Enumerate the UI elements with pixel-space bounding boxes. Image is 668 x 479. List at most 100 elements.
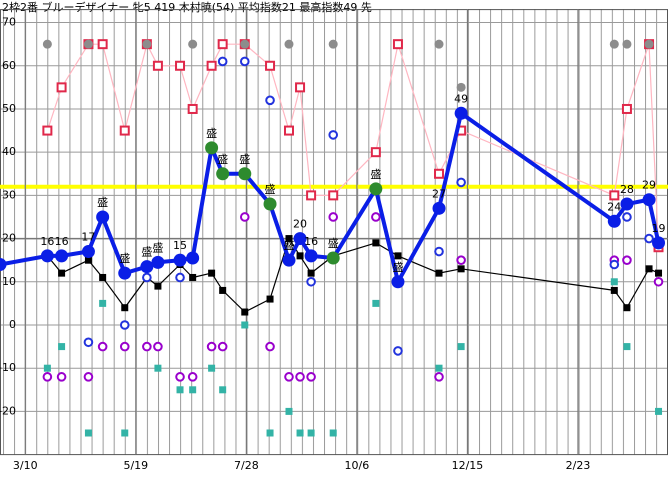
point xyxy=(394,252,402,260)
point xyxy=(266,295,274,303)
point xyxy=(173,253,187,267)
point xyxy=(83,39,93,49)
point xyxy=(642,193,656,207)
point xyxy=(219,286,227,294)
point xyxy=(266,429,274,437)
point xyxy=(295,82,306,93)
point xyxy=(217,39,228,50)
point xyxy=(238,167,252,181)
point xyxy=(175,272,185,283)
point xyxy=(84,256,92,264)
point xyxy=(284,372,294,382)
x-tick-label: 5/19 xyxy=(123,459,148,472)
point xyxy=(328,190,339,201)
point xyxy=(205,141,219,155)
point xyxy=(265,95,275,106)
point xyxy=(241,321,249,329)
point xyxy=(307,429,315,437)
point xyxy=(391,275,405,289)
point xyxy=(118,266,132,280)
point xyxy=(99,299,107,307)
point xyxy=(208,364,216,372)
point xyxy=(187,103,198,114)
point xyxy=(644,39,654,49)
point-label: 盛 xyxy=(265,182,276,196)
point xyxy=(307,269,315,277)
plot-grid-pattern xyxy=(0,9,668,455)
y-tick-label: -10 xyxy=(0,361,16,374)
point xyxy=(306,276,316,287)
point xyxy=(295,372,305,382)
point-label: 15 xyxy=(173,239,187,252)
point xyxy=(189,386,197,394)
point xyxy=(371,212,381,222)
point-label: 19 xyxy=(652,222,666,235)
point-label: 28 xyxy=(620,183,634,196)
point xyxy=(609,259,620,270)
point xyxy=(96,210,110,224)
point xyxy=(263,197,277,211)
point-label: 盛 xyxy=(328,236,339,250)
point-label: 27 xyxy=(432,187,446,200)
point xyxy=(326,251,340,265)
point xyxy=(623,304,631,312)
x-tick-label: 10/6 xyxy=(345,459,370,472)
point xyxy=(285,407,293,415)
point xyxy=(609,39,619,49)
point-label: 16 xyxy=(40,235,54,248)
point xyxy=(653,276,664,287)
point xyxy=(99,273,107,281)
point xyxy=(284,39,294,49)
x-tick-label: 12/15 xyxy=(452,459,484,472)
point-label: 20 xyxy=(293,218,307,231)
y-tick-label: 0 xyxy=(9,318,16,331)
point xyxy=(186,251,200,265)
y-tick-label: 10 xyxy=(2,275,16,288)
point xyxy=(306,372,316,382)
point xyxy=(644,233,654,244)
point xyxy=(328,130,339,140)
point xyxy=(152,60,163,71)
point xyxy=(119,341,130,352)
point xyxy=(219,386,227,394)
point xyxy=(370,147,381,158)
point xyxy=(655,407,663,415)
point xyxy=(83,337,94,348)
point-label: 17 xyxy=(81,231,95,244)
point xyxy=(240,39,250,49)
point xyxy=(42,39,52,49)
point xyxy=(154,364,162,372)
point xyxy=(622,212,632,222)
point xyxy=(140,260,154,274)
point xyxy=(56,82,67,93)
point xyxy=(655,269,663,277)
point-label: 盛 xyxy=(392,260,403,274)
point xyxy=(434,372,444,382)
point xyxy=(0,258,7,272)
point-label: 盛 xyxy=(206,126,217,140)
point xyxy=(372,299,380,307)
point xyxy=(652,236,666,250)
point xyxy=(610,286,618,294)
point xyxy=(393,346,403,356)
point-label: 16 xyxy=(55,235,69,248)
point-label: 盛 xyxy=(152,240,163,254)
point xyxy=(241,308,249,316)
point xyxy=(607,214,621,228)
chart-title: 2枠2番 ブルーデザイナー 牝5 419 木村暁(54) 平均指数21 最高指数… xyxy=(2,0,372,14)
point xyxy=(151,255,165,269)
point xyxy=(456,82,466,92)
point xyxy=(283,125,294,136)
point xyxy=(121,304,129,312)
series-line xyxy=(0,111,661,284)
point xyxy=(372,239,380,247)
point xyxy=(206,60,217,71)
point xyxy=(622,39,632,49)
point xyxy=(456,255,466,265)
point xyxy=(217,56,228,67)
point xyxy=(265,341,275,352)
point xyxy=(188,39,198,49)
point-label: 29 xyxy=(642,179,656,192)
point xyxy=(97,39,108,50)
